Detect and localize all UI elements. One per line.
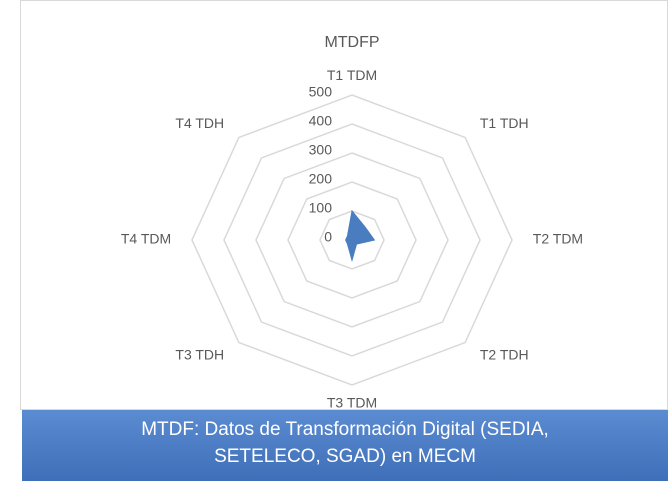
r-tick-label: 0 [324,229,332,245]
chart-title: MTDFP [324,34,379,51]
axis-label: T3 TDM [327,395,377,410]
r-tick-label: 300 [309,142,333,158]
grid-ring [255,152,449,328]
r-tick-label: 200 [309,171,333,187]
r-tick-label: 500 [309,84,333,100]
axis-label: T2 TDM [533,231,583,247]
axis-label: T4 TDM [121,231,171,247]
r-tick-label: 100 [309,200,333,216]
axis-label: T1 TDH [480,115,529,131]
r-tick-label: 400 [309,113,333,129]
radar-area [345,209,376,263]
grid-ring [191,94,513,386]
axis-label: T1 TDM [327,67,377,83]
caption-line: MTDF: Datos de Transformación Digital (S… [141,419,549,440]
caption-banner: MTDF: Datos de Transformación Digital (S… [22,410,668,481]
grid-ring [287,181,417,299]
axis-label: T4 TDH [175,115,224,131]
caption-line: SETELECO, SGAD) en MECM [214,446,476,467]
chart-frame [20,0,668,410]
axis-label: T2 TDH [480,347,529,363]
grid-ring [319,210,385,270]
grid-ring [223,123,481,357]
axis-label: T3 TDH [175,347,224,363]
